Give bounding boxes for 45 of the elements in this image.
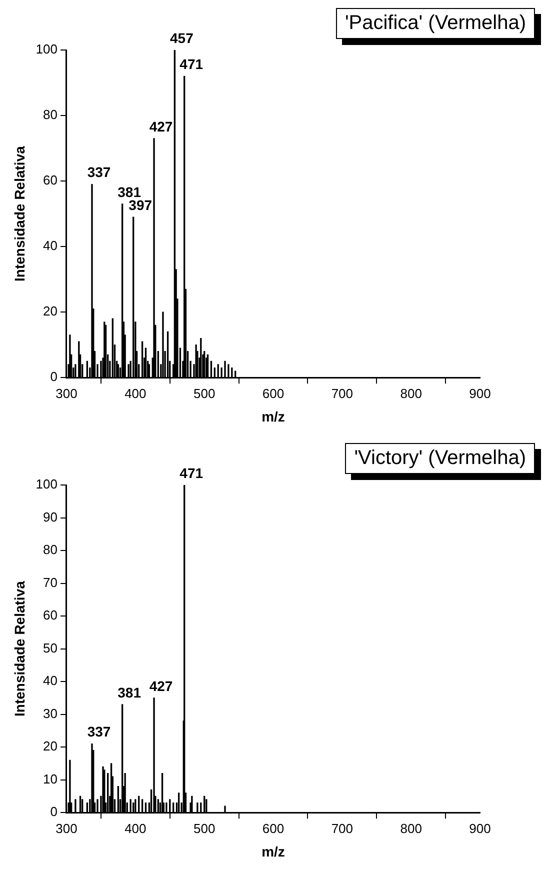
x-tick-label: 300 bbox=[56, 820, 78, 836]
x-tick-label: 800 bbox=[400, 386, 422, 401]
y-tick-label: 40 bbox=[43, 673, 58, 688]
y-tick-label: 60 bbox=[43, 608, 58, 623]
annotation: 457 bbox=[170, 30, 194, 46]
y-tick-label: 30 bbox=[43, 706, 58, 721]
x-tick-label: 700 bbox=[331, 820, 354, 836]
x-tick-label: 400 bbox=[124, 386, 146, 401]
y-tick-label: 20 bbox=[43, 738, 58, 754]
y-tick-label: 90 bbox=[43, 509, 58, 524]
annotation: 337 bbox=[87, 164, 111, 180]
annotation: 337 bbox=[87, 724, 111, 740]
y-tick-label: 50 bbox=[43, 640, 58, 656]
y-tick-label: 80 bbox=[43, 542, 58, 558]
x-tick-label: 500 bbox=[193, 386, 216, 401]
y-tick-label: 70 bbox=[43, 574, 58, 590]
annotation: 471 bbox=[180, 464, 204, 481]
annotation: 427 bbox=[149, 118, 173, 134]
chart-title: 'Pacifica' (Vermelha) bbox=[336, 8, 535, 39]
annotation: 427 bbox=[149, 678, 173, 694]
x-tick-label: 600 bbox=[262, 820, 284, 836]
x-tick-label: 500 bbox=[193, 820, 216, 836]
x-tick-label: 300 bbox=[56, 386, 78, 401]
y-tick-label: 0 bbox=[50, 369, 58, 384]
y-tick-label: 40 bbox=[43, 238, 58, 254]
x-tick-label: 900 bbox=[469, 386, 491, 401]
chart-title: 'Victory' (Vermelha) bbox=[345, 443, 535, 474]
annotation: 471 bbox=[180, 56, 204, 72]
y-tick-label: 60 bbox=[43, 172, 58, 188]
x-tick-label: 400 bbox=[124, 820, 146, 836]
x-tick-label: 800 bbox=[400, 820, 422, 836]
x-tick-label: 700 bbox=[331, 386, 354, 401]
y-tick-label: 10 bbox=[43, 771, 58, 786]
y-tick-label: 20 bbox=[43, 304, 58, 319]
y-tick-label: 100 bbox=[36, 476, 58, 492]
y-axis-title: Intensidade Relativa bbox=[11, 580, 28, 716]
y-tick-label: 0 bbox=[50, 804, 58, 820]
y-axis-title: Intensidade Relativa bbox=[11, 146, 28, 282]
x-tick-label: 900 bbox=[469, 820, 491, 836]
y-tick-label: 80 bbox=[43, 107, 58, 122]
x-axis-title: m/z bbox=[262, 843, 285, 860]
x-axis-title: m/z bbox=[262, 408, 285, 424]
annotation: 381 bbox=[118, 684, 142, 700]
x-tick-label: 600 bbox=[262, 386, 284, 401]
y-tick-label: 100 bbox=[36, 42, 58, 57]
